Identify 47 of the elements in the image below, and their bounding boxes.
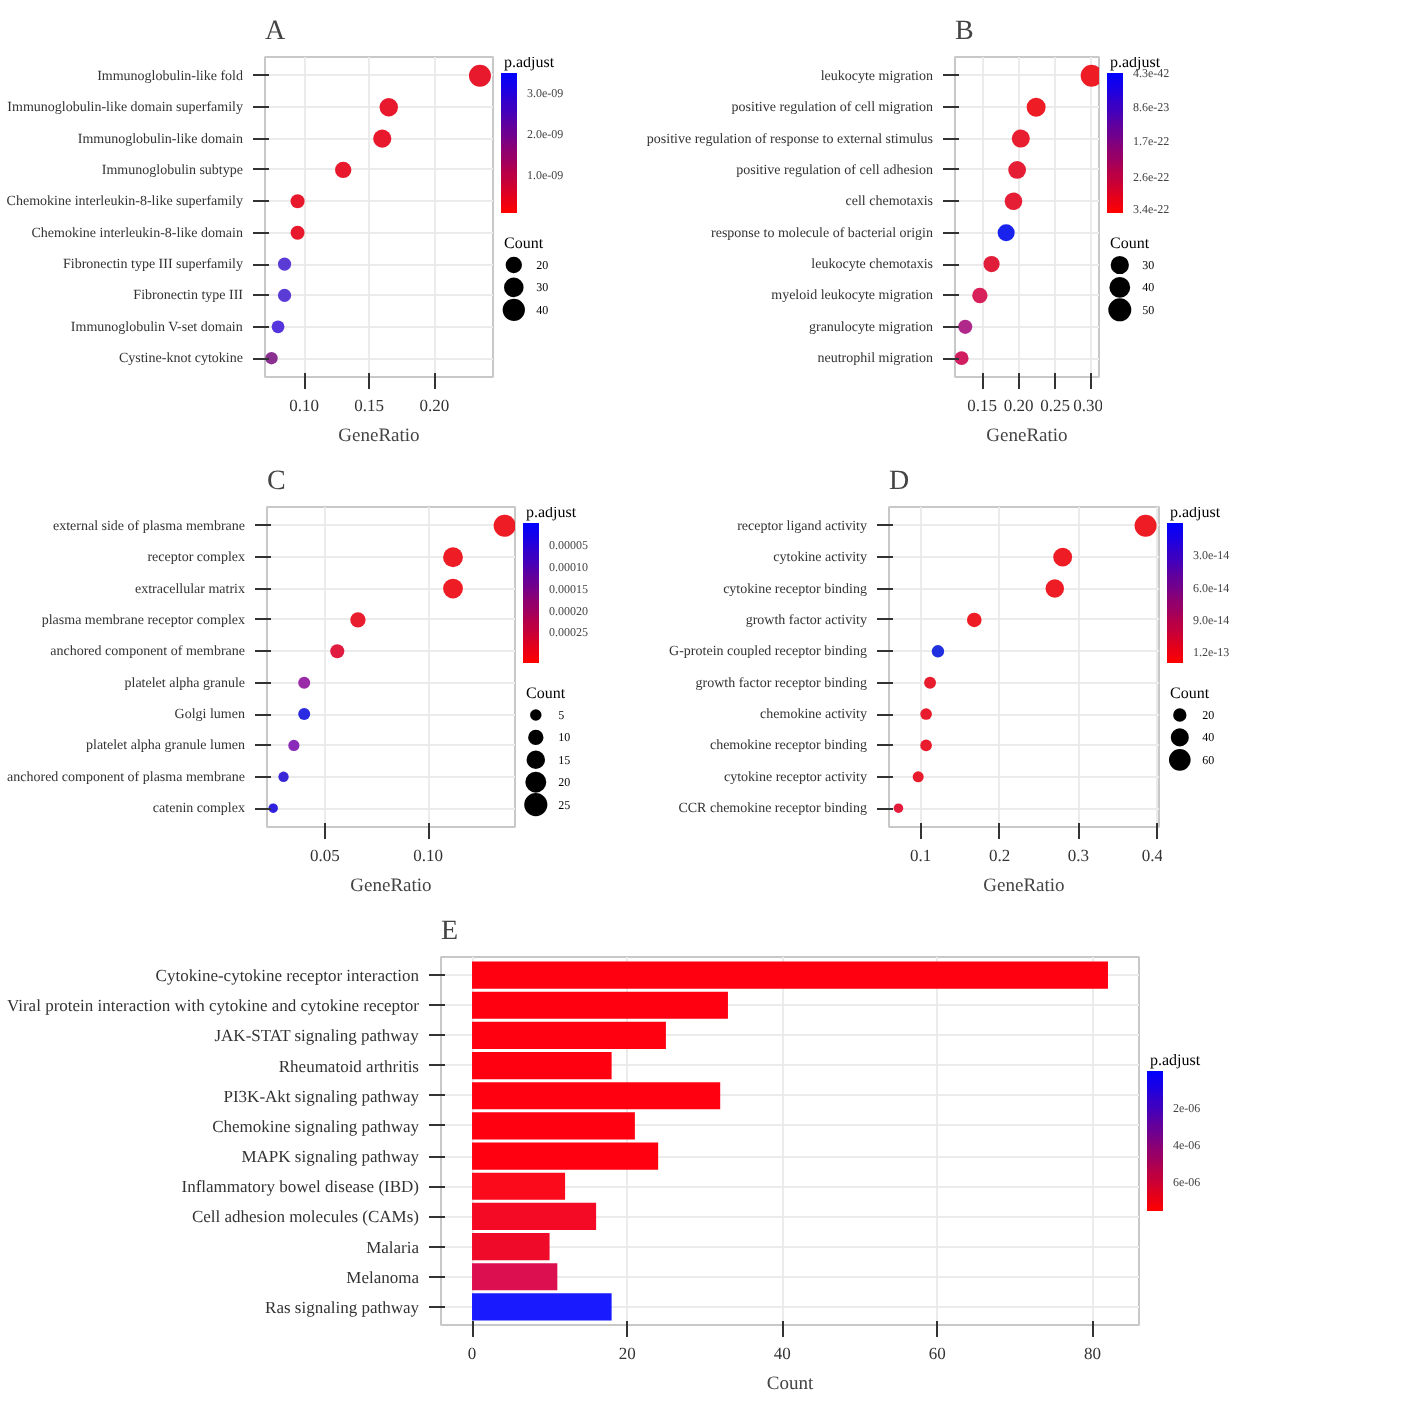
x-axis-title: GeneRatio <box>983 877 1066 897</box>
legend-title: Count <box>1170 683 1211 702</box>
y-tick-label: Malaria <box>366 1236 420 1257</box>
y-tick-label: Ras signaling pathway <box>265 1296 421 1317</box>
x-tick-label: 0.3 <box>1067 845 1090 865</box>
x-tick-label: 0.2 <box>988 845 1011 865</box>
y-tick-label: Melanoma <box>346 1266 420 1287</box>
x-tick-label: 80 <box>1083 1343 1101 1363</box>
y-tick-label: Viral protein interaction with cytokine and cytokine receptor <box>6 995 420 1016</box>
y-tick-label: PI3K-Akt signaling pathway <box>223 1085 421 1106</box>
x-axis-title: GeneRatio <box>350 877 433 897</box>
y-tick-label: Cell adhesion molecules (CAMs) <box>191 1206 420 1227</box>
x-tick-label: 20 <box>618 1343 636 1363</box>
x-tick-label: 0.10 <box>289 395 319 415</box>
x-tick-label: 0.25 <box>1040 395 1071 415</box>
chart-title: B <box>955 17 974 47</box>
legend-title: Count <box>526 683 567 702</box>
x-axis-title: GeneRatio <box>338 427 421 447</box>
y-tick-label: Cytokine-cytokine receptor interaction <box>155 965 421 986</box>
x-tick-label: 0.05 <box>309 845 340 865</box>
y-tick-label: MAPK signaling pathway <box>241 1146 421 1167</box>
x-tick-label: 0.15 <box>967 395 997 415</box>
x-tick-label: 0.30 <box>1073 395 1103 415</box>
y-tick-label: Rheumatoid arthritis <box>278 1055 420 1076</box>
legend-title: Count <box>504 233 545 252</box>
legend-title: Count <box>1110 233 1151 252</box>
x-tick-label: 40 <box>773 1343 791 1363</box>
x-tick-label: 0.10 <box>413 845 444 865</box>
x-tick-label: 60 <box>928 1343 946 1363</box>
x-tick-label: 0 <box>467 1343 477 1363</box>
x-tick-label: 0.4 <box>1141 845 1165 865</box>
x-tick-label: 0.20 <box>1003 395 1034 415</box>
y-tick-label: Inflammatory bowel disease (IBD) <box>181 1176 420 1197</box>
chart-title: D <box>889 467 910 497</box>
y-tick-label: JAK-STAT signaling pathway <box>214 1025 421 1046</box>
color-bar-title: p.adjust <box>1150 1051 1202 1069</box>
x-tick-label: 0.20 <box>419 395 450 415</box>
x-tick-label: 0.15 <box>354 395 385 415</box>
bar <box>472 1293 612 1321</box>
chart-title: E <box>441 917 459 947</box>
x-axis-title: Count <box>766 1375 814 1395</box>
x-axis-title: GeneRatio <box>986 427 1069 447</box>
y-tick-label: Chemokine signaling pathway <box>212 1115 421 1136</box>
chart-title: A <box>265 17 287 47</box>
chart-title: C <box>267 467 286 497</box>
bar <box>472 1263 558 1291</box>
x-tick-label: 0.1 <box>909 845 932 865</box>
